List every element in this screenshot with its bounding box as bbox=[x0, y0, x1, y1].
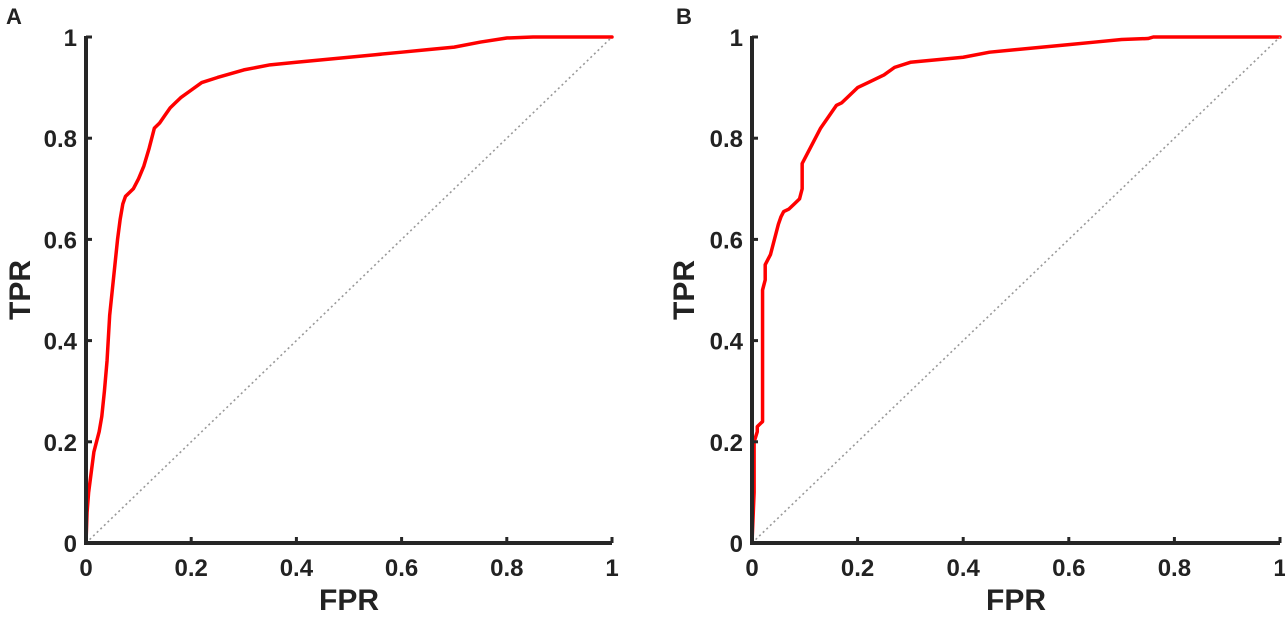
chance-diagonal-line bbox=[85, 36, 613, 544]
y-tick-label: 0.6 bbox=[44, 227, 77, 254]
y-tick-label: 1 bbox=[64, 25, 77, 52]
x-tick-label: 0.4 bbox=[947, 555, 981, 582]
x-tick-label: 0 bbox=[745, 555, 758, 582]
x-tick-label: 0.4 bbox=[280, 555, 314, 582]
y-tick-label: 0.4 bbox=[44, 329, 78, 356]
x-tick-label: 1 bbox=[1273, 555, 1285, 582]
chart-panel-a: A 0 0.2 0.4 0.6 0.8 1 0 0.2 0.4 0.6 0.8 1 FPR TPR bbox=[4, 4, 619, 617]
y-axis-title: TPR bbox=[4, 260, 37, 320]
roc-curve-line bbox=[84, 35, 614, 545]
y-tick-label: 1 bbox=[730, 25, 743, 52]
y-tick-label: 0.2 bbox=[710, 430, 743, 457]
x-axis-title: FPR bbox=[319, 584, 379, 617]
panel-label: A bbox=[6, 4, 22, 29]
x-tick-label: 1 bbox=[605, 555, 618, 582]
y-axis-title: TPR bbox=[668, 260, 701, 320]
x-tick-label: 0.6 bbox=[1052, 555, 1085, 582]
x-tick-label: 0.2 bbox=[841, 555, 874, 582]
y-tick-label: 0.4 bbox=[710, 329, 744, 356]
y-tick-label: 0.6 bbox=[710, 227, 743, 254]
x-tick-label: 0.8 bbox=[490, 555, 523, 582]
y-tick-label: 0.8 bbox=[710, 126, 743, 153]
y-tick-label: 0.8 bbox=[44, 126, 77, 153]
x-tick-label: 0.6 bbox=[385, 555, 418, 582]
x-tick-label: 0.2 bbox=[175, 555, 208, 582]
x-tick-label: 0.8 bbox=[1158, 555, 1191, 582]
panel-label: B bbox=[676, 4, 692, 29]
y-tick-label: 0 bbox=[64, 531, 77, 558]
chance-diagonal-line bbox=[751, 36, 1281, 544]
y-tick-label: 0 bbox=[730, 531, 743, 558]
x-axis-title: FPR bbox=[986, 584, 1046, 617]
roc-curve-line bbox=[750, 35, 1282, 545]
x-tick-label: 0 bbox=[79, 555, 92, 582]
y-tick-label: 0.2 bbox=[44, 430, 77, 457]
chart-panel-b: B 0 0.2 0.4 0.6 0.8 1 0 0.2 0.4 0.6 0.8 1 FPR TPR bbox=[668, 4, 1285, 617]
